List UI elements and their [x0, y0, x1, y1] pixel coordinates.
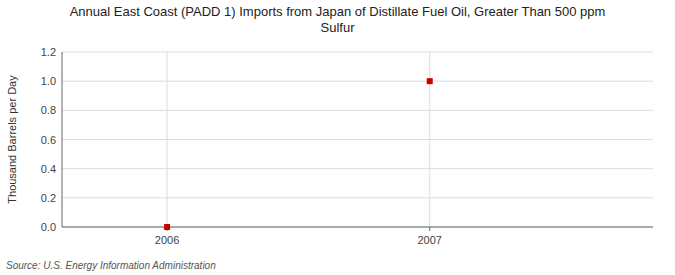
- y-axis-label: Thousand Barrels per Day: [6, 75, 18, 204]
- y-grid-line: [62, 110, 653, 111]
- title-line: Sulfur: [321, 20, 356, 35]
- x-tick-mark: [429, 227, 430, 231]
- y-tick-label: 1.0: [41, 75, 56, 87]
- y-grid-line: [62, 168, 653, 169]
- y-tick-label: 0.2: [41, 192, 56, 204]
- points: [164, 78, 433, 230]
- y-grid-line: [62, 139, 653, 140]
- chart: Annual East Coast (PADD 1) Imports from …: [0, 0, 675, 275]
- y-tick-label: 0.6: [41, 134, 56, 146]
- title-line: Annual East Coast (PADD 1) Imports from …: [70, 4, 606, 19]
- point: [427, 78, 433, 84]
- y-axis-line: [62, 52, 63, 227]
- y-grid-line: [62, 81, 653, 82]
- x-axis-line: [62, 227, 653, 228]
- y-grid-line: [62, 52, 653, 53]
- x-tick-label: 2007: [417, 234, 441, 246]
- point: [164, 224, 170, 230]
- y-tick-label: 0.0: [41, 221, 56, 233]
- y-tick-label: 0.8: [41, 104, 56, 116]
- y-tick-label: 1.2: [41, 46, 56, 58]
- y-grid-line: [62, 197, 653, 198]
- source: Source: U.S. Energy Information Administ…: [6, 260, 216, 271]
- x-tick-label: 2006: [155, 234, 179, 246]
- y-tick-label: 0.4: [41, 163, 56, 175]
- y-grid-line: [62, 227, 653, 228]
- title: Annual East Coast (PADD 1) Imports from …: [70, 4, 606, 35]
- grid: [62, 52, 653, 227]
- x-grid-line: [167, 52, 168, 227]
